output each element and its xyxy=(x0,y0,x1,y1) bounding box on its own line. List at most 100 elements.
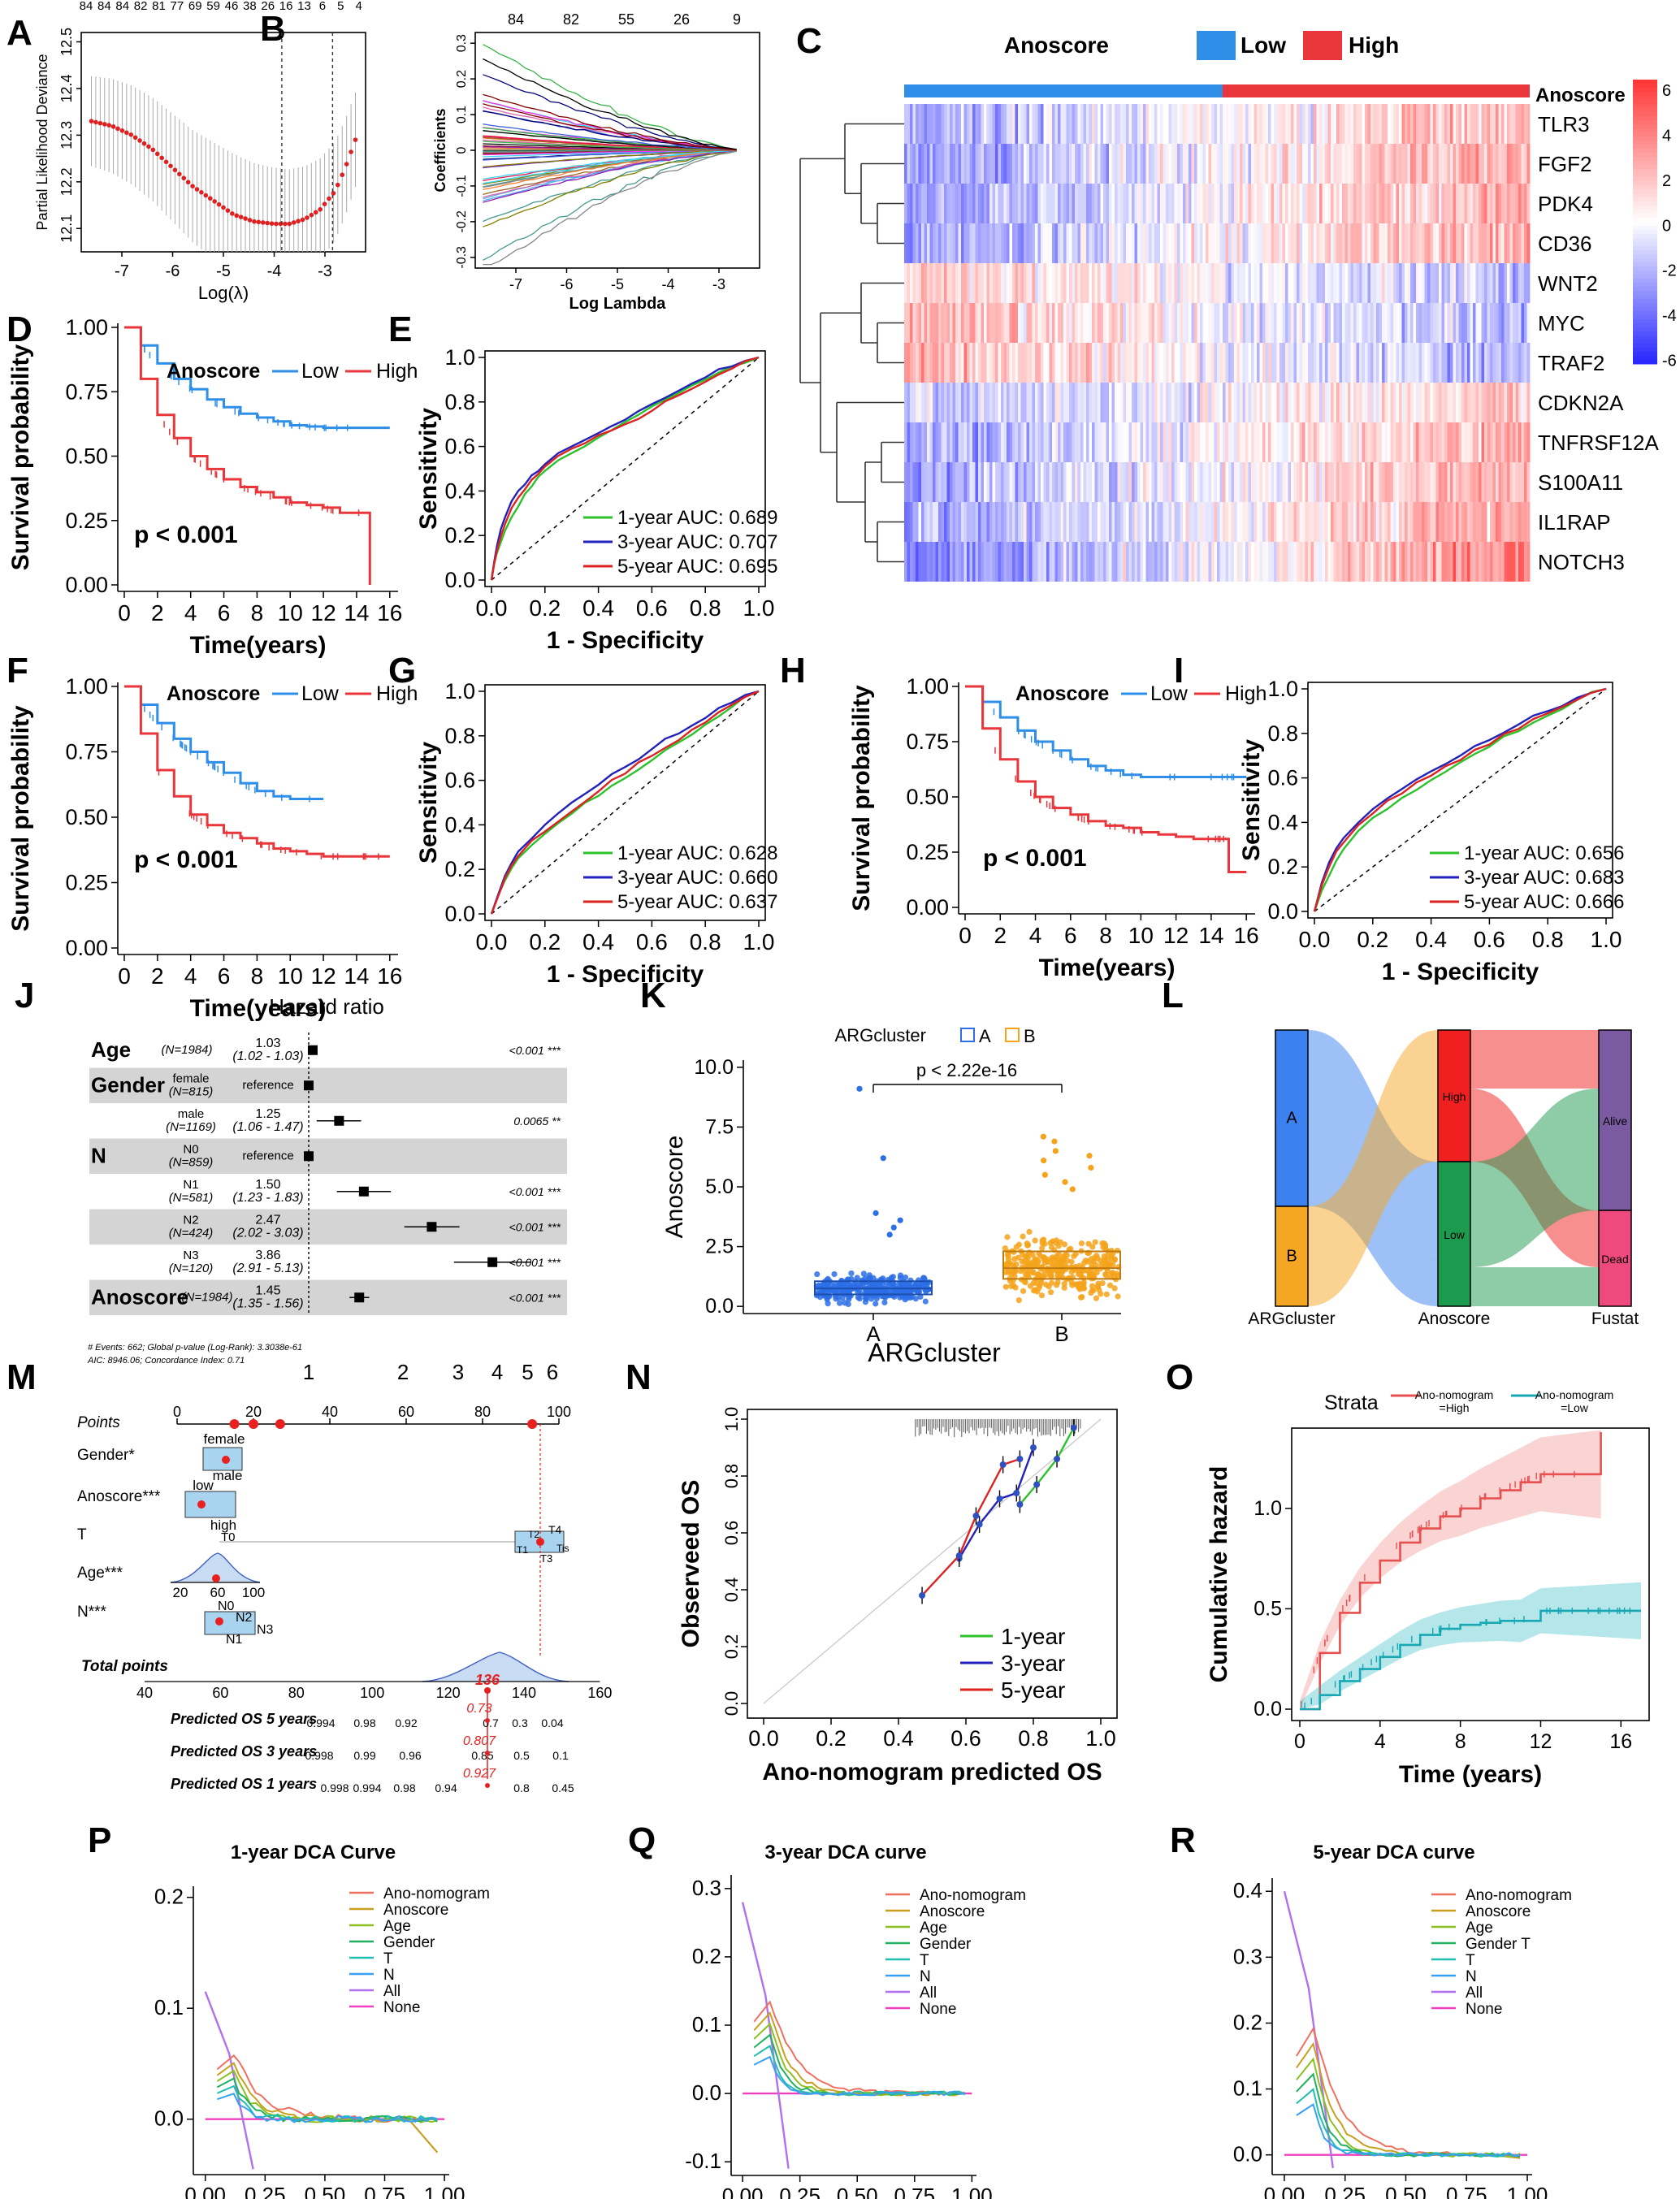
jitter-point xyxy=(1024,1254,1031,1261)
heatmap-cell xyxy=(1103,343,1106,383)
legend-swatch-low xyxy=(1197,31,1236,60)
jitter-point xyxy=(1063,1252,1071,1258)
heatmap-cell xyxy=(1430,303,1434,343)
heatmap-cell xyxy=(929,184,933,223)
heatmap-cell xyxy=(924,343,928,383)
heatmap-cell xyxy=(1367,422,1371,462)
heatmap-cell xyxy=(1123,542,1127,582)
heatmap-cell xyxy=(1430,144,1434,184)
colorbar-tick-label: -2 xyxy=(1662,262,1677,280)
nomogram-tick: 0.98 xyxy=(393,1781,415,1794)
heatmap-cell xyxy=(1262,184,1266,223)
heatmap-cell xyxy=(935,144,939,184)
x-tick-label: 14 xyxy=(1198,923,1223,948)
deviance-point xyxy=(106,123,111,128)
heatmap-cell xyxy=(1234,383,1237,422)
heatmap-cell xyxy=(1225,223,1229,263)
y-tick-label: 5.0 xyxy=(705,1175,734,1198)
heatmap-cell xyxy=(904,104,907,144)
heatmap-cell xyxy=(1297,462,1300,502)
heatmap-cell xyxy=(1496,502,1499,542)
heatmap-cell xyxy=(921,144,924,184)
heatmap-cell xyxy=(1080,144,1084,184)
heatmap-cell xyxy=(1413,303,1417,343)
heatmap-cell xyxy=(1052,223,1055,263)
heatmap-cell xyxy=(1094,144,1098,184)
heatmap-cell xyxy=(1479,502,1482,542)
heatmap-cell xyxy=(910,303,913,343)
heatmap-cell xyxy=(921,223,924,263)
gene-label: NOTCH3 xyxy=(1538,550,1625,574)
heatmap-cell xyxy=(1422,502,1425,542)
heatmap-cell xyxy=(1336,383,1340,422)
heatmap-cell xyxy=(1058,542,1061,582)
heatmap-cell xyxy=(1268,184,1271,223)
heatmap-cell xyxy=(1109,263,1112,303)
heatmap-cell xyxy=(944,184,947,223)
heatmap-cell xyxy=(1282,263,1286,303)
heatmap-cell xyxy=(1325,462,1328,502)
x-tick-label: 12 xyxy=(311,963,336,989)
heatmap-cell xyxy=(963,383,968,422)
heatmap-cell xyxy=(1276,502,1280,542)
heatmap-cell xyxy=(1331,383,1334,422)
heatmap-cell xyxy=(975,542,979,582)
heatmap-cell xyxy=(933,383,936,422)
heatmap-cell xyxy=(1373,542,1377,582)
heatmap-cell xyxy=(1285,263,1288,303)
heatmap-cell xyxy=(933,104,936,144)
heatmap-cell xyxy=(1413,542,1417,582)
forest-point xyxy=(358,1186,369,1197)
heatmap-cell xyxy=(1174,462,1178,502)
nomogram-tick: 0.5 xyxy=(513,1749,530,1762)
heatmap-cell xyxy=(1098,104,1101,144)
heatmap-cell xyxy=(1376,383,1379,422)
heatmap-cell xyxy=(1481,343,1485,383)
y-tick-label: 0.8 xyxy=(721,1464,742,1489)
heatmap-cell xyxy=(1416,422,1419,462)
heatmap-cell xyxy=(1319,104,1323,144)
heatmap-cell xyxy=(981,104,985,144)
nomogram-tick: 80 xyxy=(288,1685,305,1701)
heatmap-cell xyxy=(1197,343,1201,383)
heatmap-cell xyxy=(1418,502,1422,542)
x-tick-label: 0.4 xyxy=(883,1726,914,1751)
nomogram-tick: 0.04 xyxy=(541,1716,563,1729)
heatmap-cell xyxy=(918,422,922,462)
heatmap-cell xyxy=(1342,542,1345,582)
heatmap-cell xyxy=(1163,263,1167,303)
heatmap-cell xyxy=(1439,383,1442,422)
heatmap-cell xyxy=(1049,502,1053,542)
heatmap-cell xyxy=(1020,383,1024,422)
heatmap-cell xyxy=(933,223,936,263)
heatmap-cell xyxy=(1223,542,1226,582)
heatmap-cell xyxy=(1291,144,1294,184)
heatmap-cell xyxy=(1350,502,1354,542)
heatmap-cell xyxy=(1325,542,1328,582)
legend-label: N xyxy=(1466,1968,1477,1985)
heatmap-cell xyxy=(1450,263,1453,303)
heatmap-cell xyxy=(1083,223,1087,263)
heatmap-cell xyxy=(1496,144,1499,184)
heatmap-cell xyxy=(1160,263,1163,303)
heatmap-cell xyxy=(1111,303,1115,343)
nomogram-tick: 0.92 xyxy=(395,1716,417,1729)
heatmap-cell xyxy=(916,303,919,343)
heatmap-cell xyxy=(1206,383,1209,422)
heatmap-cell xyxy=(1382,343,1385,383)
heatmap-cell xyxy=(1058,343,1061,383)
heatmap-cell xyxy=(1189,422,1192,462)
heatmap-cell xyxy=(910,263,913,303)
deviance-point xyxy=(119,128,125,133)
heatmap-cell xyxy=(952,303,956,343)
heatmap-cell xyxy=(1331,462,1334,502)
heatmap-cell xyxy=(995,422,998,462)
heatmap-cell xyxy=(1214,263,1218,303)
heatmap-cell xyxy=(1339,383,1343,422)
heatmap-cell xyxy=(1132,502,1135,542)
heatmap-cell xyxy=(1009,422,1013,462)
heatmap-cell xyxy=(1447,104,1451,144)
colorbar-segment xyxy=(1633,218,1657,223)
heatmap-cell xyxy=(1240,144,1243,184)
